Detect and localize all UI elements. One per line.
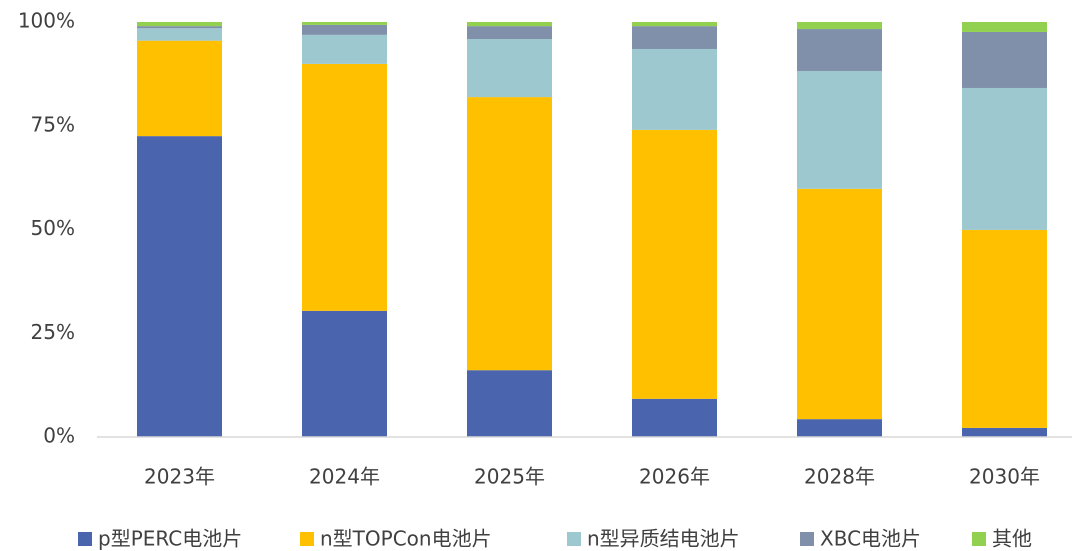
bar-segment <box>137 26 222 29</box>
bar-segment <box>962 22 1047 32</box>
legend-swatch <box>300 532 314 546</box>
y-tick-label: 0% <box>43 424 75 448</box>
bar-segment <box>467 26 552 40</box>
legend-label: n型异质结电池片 <box>587 527 740 551</box>
legend-swatch <box>972 532 986 546</box>
legend-label: p型PERC电池片 <box>98 527 242 551</box>
bar-segment <box>302 310 387 437</box>
bar-segment <box>962 87 1047 230</box>
bar-segment <box>797 188 882 420</box>
bar-segment <box>302 63 387 311</box>
bar-segment <box>467 22 552 27</box>
x-tick-label: 2025年 <box>474 465 545 489</box>
y-tick-label: 25% <box>31 320 75 344</box>
x-tick-label: 2024年 <box>309 465 380 489</box>
bar-segment <box>302 22 387 25</box>
bar-segment <box>467 370 552 437</box>
bar-segment <box>632 398 717 437</box>
bar-segment <box>137 40 222 137</box>
bar-segment <box>797 29 882 71</box>
bar-segment <box>137 28 222 41</box>
legend-label: n型TOPCon电池片 <box>320 527 492 551</box>
legend-swatch <box>78 532 92 546</box>
legend-swatch <box>567 532 581 546</box>
bar-segment <box>797 419 882 437</box>
x-tick-label: 2023年 <box>144 465 215 489</box>
bar-segment <box>137 136 222 437</box>
bar-segment <box>467 39 552 98</box>
bar-segment <box>797 70 882 189</box>
y-tick-label: 100% <box>18 9 75 33</box>
bar-segment <box>137 22 222 27</box>
bar-segment <box>632 26 717 49</box>
y-tick-label: 50% <box>31 216 75 240</box>
y-tick-label: 75% <box>31 112 75 136</box>
bar-segment <box>962 427 1047 437</box>
legend-label: XBC电池片 <box>820 527 921 551</box>
bar-segment <box>632 22 717 27</box>
bar-segment <box>302 24 387 35</box>
bar-segment <box>632 129 717 399</box>
x-tick-label: 2030年 <box>969 465 1040 489</box>
bar-segment <box>302 34 387 64</box>
bar-segment <box>962 31 1047 88</box>
x-tick-label: 2028年 <box>804 465 875 489</box>
legend-label: 其他 <box>992 527 1032 551</box>
x-tick-label: 2026年 <box>639 465 710 489</box>
bar-segment <box>962 229 1047 428</box>
legend-swatch <box>800 532 814 546</box>
bar-segment <box>467 97 552 371</box>
bar-segment <box>797 22 882 30</box>
bar-segment <box>632 48 717 130</box>
